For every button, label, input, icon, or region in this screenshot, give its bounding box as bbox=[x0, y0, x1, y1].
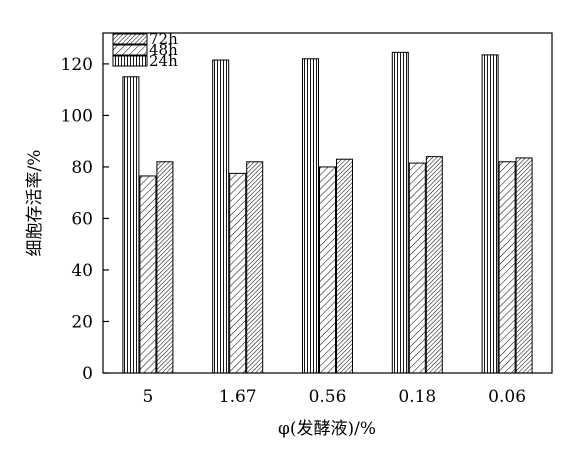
y-tick-label: 20 bbox=[71, 312, 93, 332]
y-tick-label: 0 bbox=[82, 364, 93, 384]
bar-72h-1.67 bbox=[246, 161, 264, 374]
bar-72h-0.06 bbox=[515, 157, 533, 374]
y-tick-label: 120 bbox=[61, 55, 93, 75]
x-tick-label: 1.67 bbox=[219, 387, 257, 407]
bar-24h-0.18 bbox=[391, 51, 409, 374]
bar-72h-0.56 bbox=[336, 158, 353, 374]
bar-24h-5 bbox=[122, 76, 140, 374]
x-tick-label: 0.06 bbox=[488, 387, 526, 407]
bar-48h-5 bbox=[139, 175, 157, 374]
bar-72h-5 bbox=[156, 161, 174, 374]
x-axis: 5 1.67 0.56 0.18 0.06 bbox=[142, 387, 526, 407]
bar-48h-0.06 bbox=[498, 161, 516, 374]
y-tick-label: 60 bbox=[71, 209, 93, 229]
x-axis-label: φ(发酵液)/% bbox=[278, 419, 376, 439]
legend-label-48h: 48h bbox=[149, 41, 178, 59]
y-tick-label: 40 bbox=[71, 261, 93, 281]
y-tick-label: 80 bbox=[71, 158, 93, 178]
y-tick-label: 100 bbox=[61, 106, 93, 126]
plot-frame bbox=[102, 32, 553, 374]
legend-swatch-24h bbox=[112, 55, 148, 67]
bar-48h-0.56 bbox=[319, 166, 336, 374]
legend-label-24h: 24h bbox=[149, 52, 178, 70]
x-tick-label: 0.56 bbox=[309, 387, 347, 407]
bar-24h-0.06 bbox=[481, 54, 499, 374]
bar-24h-0.56 bbox=[302, 58, 319, 374]
bar-72h-0.18 bbox=[425, 156, 443, 374]
legend-swatch-48h bbox=[112, 44, 148, 56]
bar-24h-1.67 bbox=[212, 59, 230, 374]
bar-48h-0.18 bbox=[408, 162, 426, 374]
y-axis-label: 细胞存活率/% bbox=[25, 150, 45, 257]
bar-48h-1.67 bbox=[229, 172, 247, 374]
y-axis: 0 20 40 60 80 100 120 bbox=[61, 55, 109, 384]
x-tick-label: 5 bbox=[142, 387, 153, 407]
bars-group bbox=[122, 51, 533, 374]
legend-label-72h: 72h bbox=[149, 30, 178, 48]
legend-swatch-72h bbox=[112, 33, 148, 45]
x-tick-label: 0.18 bbox=[398, 387, 436, 407]
